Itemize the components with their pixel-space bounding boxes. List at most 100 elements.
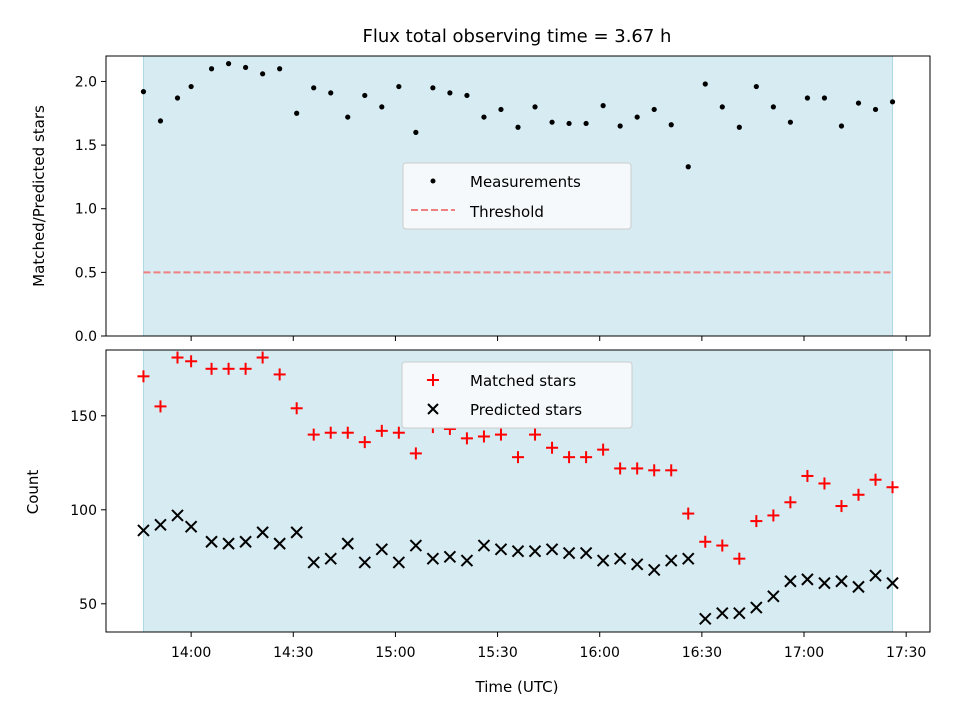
legend-measurements-label: Measurements	[470, 173, 581, 191]
matched-star-point	[392, 426, 405, 439]
measurement-point	[379, 104, 385, 110]
predicted-star-point	[409, 539, 423, 552]
top-y-ticks: 0.0 0.5 1.0 1.5 2.0	[75, 74, 106, 345]
chart-title: Flux total observing time = 3.67 h	[363, 26, 672, 47]
predicted-star-point	[273, 537, 286, 550]
predicted-star-point	[767, 590, 780, 603]
predicted-star-point	[733, 606, 746, 620]
measurement-point	[838, 123, 845, 129]
bottom-y-axis-label: Count	[24, 470, 42, 515]
measurement-point	[515, 124, 521, 130]
measurement-point	[668, 122, 674, 128]
x-tick-label: 17:00	[784, 645, 824, 661]
measurement-point	[566, 120, 572, 127]
measurement-point	[396, 83, 402, 90]
matched-star-point	[580, 451, 593, 464]
predicted-star-point	[716, 606, 729, 620]
predicted-star-point	[494, 543, 508, 556]
matched-star-point	[137, 370, 150, 383]
predicted-star-point	[205, 535, 218, 548]
predicted-star-point	[682, 552, 695, 565]
predicted-star-point	[801, 573, 814, 586]
top-legend: Measurements Threshold	[402, 162, 632, 230]
matched-star-point	[767, 509, 780, 522]
matched-star-point	[835, 500, 848, 513]
measurement-point	[481, 114, 487, 120]
predicted-star-point	[545, 543, 559, 556]
matched-star-point	[716, 539, 729, 552]
measurement-point	[294, 110, 300, 116]
predicted-star-point	[835, 575, 848, 588]
predicted-star-point	[307, 556, 320, 569]
predicted-star-point	[460, 554, 474, 567]
matched-star-point	[512, 451, 524, 464]
bottom-y-ticks: 50 100 150	[70, 409, 106, 613]
bottom-x-ticks: 14:00 14:30 15:00 15:30 16:00 16:30 17:00 17:30	[171, 632, 926, 661]
measurement-point	[804, 95, 811, 101]
bottom-legend-box	[401, 361, 633, 429]
y-tick-label: 0.0	[75, 329, 97, 345]
y-tick-label: 2.0	[75, 74, 97, 90]
matched-star-point	[852, 488, 865, 501]
measurement-point	[174, 95, 181, 101]
measurement-point	[208, 66, 215, 72]
predicted-star-point	[579, 546, 593, 560]
y-tick-label: 150	[70, 409, 97, 425]
matched-star-point	[171, 351, 184, 364]
top-x-ticks	[190, 336, 907, 341]
measurement-point	[549, 119, 555, 125]
predicted-star-point	[443, 550, 457, 564]
matched-star-point	[682, 507, 695, 520]
measurement-point	[872, 106, 879, 113]
measurement-point	[225, 61, 232, 67]
matched-star-point	[341, 426, 354, 439]
predicted-star-point	[699, 612, 712, 626]
matched-star-point	[290, 402, 303, 415]
matched-star-point	[205, 362, 218, 375]
x-tick-label: 16:00	[580, 645, 620, 661]
predicted-star-point	[665, 554, 678, 567]
measurement-point	[447, 90, 453, 96]
measurement-point	[702, 81, 708, 87]
measurement-point	[362, 92, 368, 99]
legend-predicted-label: Predicted stars	[470, 401, 582, 419]
x-axis-label: Time (UTC)	[475, 678, 559, 696]
matched-star-point	[375, 424, 388, 437]
measurement-point	[889, 99, 896, 105]
predicted-star-point	[222, 537, 235, 550]
predicted-star-point	[341, 537, 354, 550]
predicted-star-point	[596, 554, 610, 567]
predicted-star-point	[562, 546, 576, 560]
top-legend-box	[402, 162, 632, 230]
matched-star-point	[886, 481, 899, 494]
matched-star-point	[546, 441, 559, 454]
measurement-point	[188, 83, 194, 90]
measurement-point	[736, 124, 742, 130]
matched-star-point	[324, 426, 337, 439]
measurement-point	[277, 66, 283, 72]
top-y-axis-label: Matched/Predicted stars	[30, 105, 48, 287]
bottom-axes-frame	[105, 349, 931, 633]
matched-star-point	[869, 473, 882, 486]
measurement-point	[345, 114, 351, 120]
measurement-point	[634, 114, 640, 120]
measurement-point	[260, 71, 266, 77]
predicted-star-point	[375, 543, 389, 556]
top-axes-frame	[105, 55, 931, 337]
matched-star-point	[460, 432, 473, 445]
predicted-star-point	[528, 544, 542, 558]
matched-star-point	[631, 462, 644, 475]
matched-star-point	[273, 368, 286, 381]
predicted-star-point	[647, 563, 661, 577]
measurement-point	[311, 85, 317, 91]
matched-star-point	[307, 428, 320, 441]
y-tick-label: 1.5	[75, 138, 97, 154]
predicted-star-point	[852, 580, 865, 594]
legend-threshold-label: Threshold	[469, 203, 544, 221]
matched-star-point	[409, 447, 422, 460]
matched-star-point	[699, 535, 712, 548]
predicted-star-point	[392, 556, 406, 569]
predicted-star-point	[184, 520, 198, 533]
